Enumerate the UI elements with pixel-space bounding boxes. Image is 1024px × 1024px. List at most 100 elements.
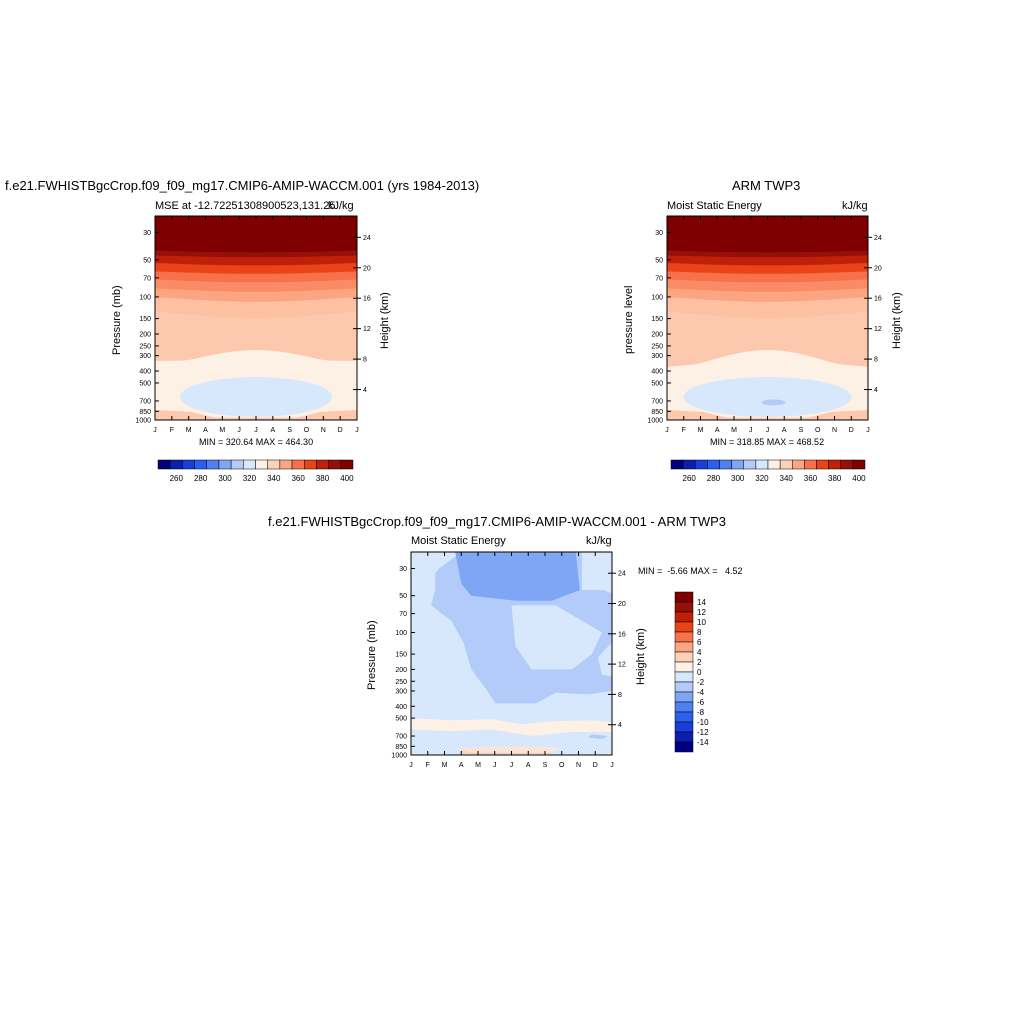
panel1-xtick-label: J [254,427,258,434]
panel1-colorbar-box [243,459,256,470]
panel3-ytick-label: 200 [395,667,407,674]
panel3-ytick-right-label: 20 [618,601,626,608]
panel1-ytick-right-label: 12 [363,326,371,333]
panel2-ytick-label: 200 [651,331,663,338]
panel3-xtick-label: M [442,762,448,769]
panel1-ytick-label: 250 [139,343,151,350]
panel3-colorbar [674,591,694,753]
panel3-xtick-label: J [409,762,413,769]
panel2-ytick-label: 300 [651,353,663,360]
panel3-ytick-right-label: 12 [618,662,626,669]
panel3-colorbar-box [674,661,694,673]
panel1-contours [155,216,357,420]
panel2-xtick-label: J [766,427,770,434]
panel1-colorbar-box [291,459,305,470]
panel2-ytick-right-label: 20 [874,265,882,272]
panel1-ytick-right-label: 8 [363,357,367,364]
panel1-colorbar-box [194,459,207,470]
panel2-xtick-label: N [832,427,837,434]
panel1-band-7 [155,216,357,253]
panel2-ytick-label: 50 [655,257,663,264]
panel2-colorbar-label: 320 [755,474,769,483]
panel2-title: ARM TWP3 [732,178,801,193]
panel2-xtick-label: S [799,427,804,434]
panel2-ytick-label: 500 [651,380,663,387]
panel3-ytick-label: 300 [395,688,407,695]
panel1-ytick-label: 400 [139,369,151,376]
panel2-band-7 [667,216,868,253]
panel2-ytick-label: 400 [651,369,663,376]
panel1-colorbar-label: 400 [340,474,354,483]
panel2-ytick-label: 70 [655,275,663,282]
panel1-colorbar [157,459,354,470]
panel3-ytick-label: 30 [399,566,407,573]
panel3-ytick-right-label: 24 [618,571,626,578]
panel3-ytick-label: 700 [395,734,407,741]
panel3-ytick-label: 1000 [391,753,407,760]
panel1-ytick-label: 850 [139,409,151,416]
panel1-colorbar-box [218,459,232,470]
panel1-ytick-label: 50 [143,257,151,264]
panel2-ytick-right-label: 16 [874,296,882,303]
panel1-xtick-label: O [304,427,310,434]
panel1-ytick-label: 500 [139,380,151,387]
panel2-minmax: MIN = 318.85 MAX = 468.52 [710,437,825,447]
panel1-ytick-label: 70 [143,275,151,282]
panel2-ytick-right-label: 12 [874,326,882,333]
panel3-colorbar-box [674,741,694,753]
panel1-colorbar-box [340,459,354,470]
panel3-region-light [511,605,602,670]
panel2-colorbar [670,459,866,470]
panel3-colorbar-label: -6 [697,698,705,707]
panel3-ytick-label: 400 [395,704,407,711]
panel1-xtick-label: J [153,427,157,434]
panel3-xtick-label: J [610,762,614,769]
panel1-xtick-label: M [186,427,192,434]
panel1-xtick-label: D [338,427,343,434]
panel2-xtick-label: O [815,427,821,434]
panel2-ytick-right-label: 4 [874,387,878,394]
panel2-colorbar-box [792,459,805,470]
panel3-xtick-label: A [526,762,531,769]
panel2-colorbar-box [719,459,732,470]
panel2-ytick-label: 700 [651,398,663,405]
panel2-xtick-label: A [782,427,787,434]
panel2-colorbar-label: 380 [828,474,842,483]
panel3-colorbar-label: -12 [697,728,709,737]
panel1-colorbar-box [328,459,342,470]
panel3-ytick-right-label: 4 [618,722,622,729]
panel3-xtick-label: D [593,762,598,769]
panel2-colorbar-box [804,459,817,470]
panel3-ytick-label: 850 [395,744,407,751]
panel3-colorbar-label: -4 [697,688,705,697]
panel3-colorbar-box [674,591,694,603]
panel1-axes [154,215,361,421]
panel1-colorbar-label: 260 [170,474,184,483]
panel3-xtick-label: F [426,762,430,769]
panel2-colorbar-box [707,459,720,470]
panel3-colorbar-label: -2 [697,678,705,687]
panel2-units: kJ/kg [842,200,868,212]
panel2-colorbar-box [779,459,793,470]
panel3-colorbar-box [674,601,694,613]
panel1-ytick-right-label: 16 [363,296,371,303]
panel1-xtick-label: A [203,427,208,434]
panel2-xtick-label: J [866,427,870,434]
panel1-colorbar-box [157,459,171,470]
panel3-title: f.e21.FWHISTBgcCrop.f09_f09_mg17.CMIP6-A… [268,514,727,529]
panel2-ytick-label: 150 [651,316,663,323]
panel2-blue-core [761,399,786,406]
panel1-colorbar-label: 280 [194,474,208,483]
panel3-axes [410,551,616,756]
panel1-colorbar-box [206,459,220,470]
panel2-blue-region [683,377,852,417]
panel1-colorbar-box [304,459,317,470]
panel3-units: kJ/kg [586,535,612,547]
panel2-colorbar-box [731,459,744,470]
panel2-ytick-label: 850 [651,409,663,416]
panel1-ytick-label: 100 [139,294,151,301]
panel2-ytick-label: 1000 [647,418,663,425]
panel3-colorbar-label: -8 [697,708,705,717]
panel1-colorbar-box [267,459,281,470]
panel2-xtick-label: F [682,427,686,434]
